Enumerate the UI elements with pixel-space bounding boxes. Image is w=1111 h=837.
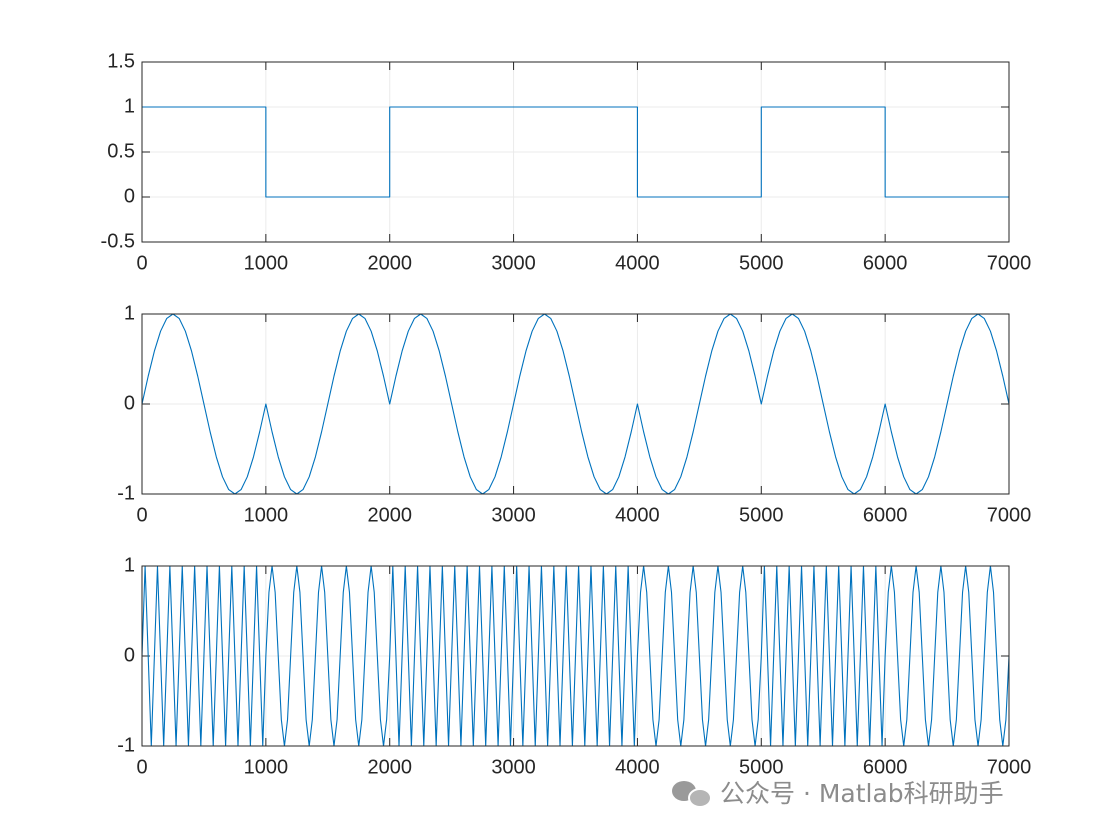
x-tick-label: 3000 (491, 252, 536, 274)
data-line (141, 313, 1010, 495)
axes-box (141, 565, 1010, 747)
watermark-icon (672, 781, 712, 808)
y-tick-label: 0 (124, 392, 135, 414)
x-tick-label: 7000 (987, 252, 1032, 274)
y-tick-label: 0 (124, 644, 135, 666)
y-tick-label: -1 (117, 734, 135, 756)
x-tick-label: 1000 (244, 252, 289, 274)
y-tick-label: -1 (117, 482, 135, 504)
x-tick-label: 5000 (739, 504, 784, 526)
x-tick-label: 2000 (367, 504, 412, 526)
x-tick-label: 7000 (987, 504, 1032, 526)
y-tick-label: 0.5 (107, 140, 135, 162)
x-tick-label: 0 (136, 252, 147, 274)
x-tick-label: 4000 (615, 252, 660, 274)
x-tick-label: 6000 (863, 252, 908, 274)
x-tick-label: 3000 (491, 504, 536, 526)
x-tick-label: 1000 (244, 504, 289, 526)
y-tick-label: 1 (124, 95, 135, 117)
watermark: 公众号 · Matlab科研助手 (720, 779, 1004, 808)
x-tick-label: 6000 (863, 756, 908, 778)
axes-box (141, 61, 1010, 243)
x-tick-label: 1000 (244, 756, 289, 778)
x-tick-label: 3000 (491, 756, 536, 778)
y-tick-label: 1 (124, 302, 135, 324)
x-tick-label: 0 (136, 504, 147, 526)
y-tick-label: -0.5 (101, 230, 135, 252)
subplot: -0.500.511.50 1000 2000 3000 4000 5000 6000 700… (101, 50, 1032, 274)
x-tick-label: 6000 (863, 504, 908, 526)
x-tick-label: 5000 (739, 756, 784, 778)
axes-box (141, 313, 1010, 495)
x-tick-label: 0 (136, 756, 147, 778)
y-tick-label: 1 (124, 554, 135, 576)
y-tick-label: 1.5 (107, 50, 135, 72)
x-tick-label: 7000 (987, 756, 1032, 778)
x-tick-label: 5000 (739, 252, 784, 274)
x-tick-label: 2000 (367, 252, 412, 274)
data-line (142, 106, 1009, 198)
x-tick-label: 2000 (367, 756, 412, 778)
data-line (141, 565, 1010, 747)
x-tick-label: 4000 (615, 756, 660, 778)
x-tick-label: 4000 (615, 504, 660, 526)
y-tick-label: 0 (124, 185, 135, 207)
